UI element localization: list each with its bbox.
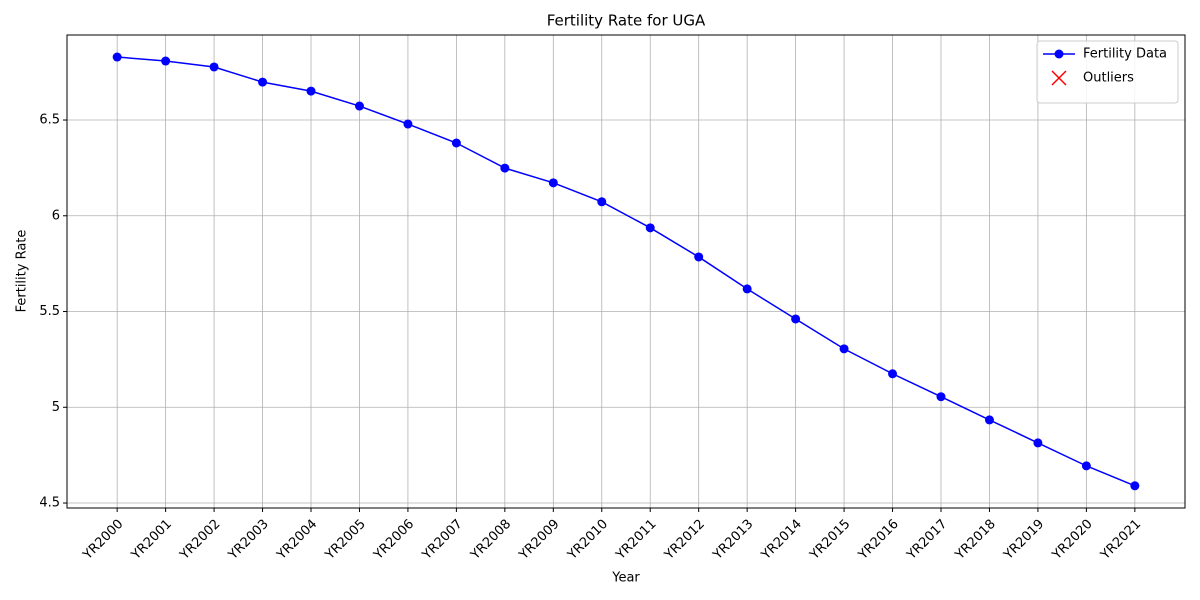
data-point — [888, 369, 898, 379]
chart-title: Fertility Rate for UGA — [547, 12, 706, 30]
x-tick-label: YR2001 — [128, 517, 175, 564]
x-tick-label: YR2011 — [613, 517, 660, 564]
y-tick-label: 6 — [52, 208, 60, 223]
legend-box — [1036, 40, 1179, 104]
x-tick-label: YR2021 — [1097, 517, 1144, 564]
legend-label: Outliers — [1083, 71, 1134, 86]
data-point — [548, 178, 558, 188]
data-point — [500, 163, 510, 173]
x-tick-label: YR2020 — [1049, 517, 1096, 564]
data-point — [112, 52, 122, 62]
data-point — [354, 101, 364, 111]
x-tick-label: YR2004 — [274, 517, 321, 564]
legend-label: Fertility Data — [1083, 47, 1167, 62]
data-point — [403, 119, 413, 129]
data-point — [306, 86, 316, 96]
legend-marker — [1051, 70, 1067, 86]
x-tick-label: YR2000 — [80, 517, 127, 564]
x-tick-label: YR2009 — [516, 517, 563, 564]
data-point — [258, 77, 268, 87]
x-tick-label: YR2016 — [855, 517, 902, 564]
y-tick-label: 6.5 — [39, 113, 60, 128]
x-tick-label: YR2007 — [419, 517, 466, 564]
x-tick-label: YR2008 — [467, 517, 514, 564]
data-point — [791, 314, 801, 324]
x-tick-label: YR2003 — [225, 517, 272, 564]
data-point — [936, 392, 946, 402]
data-point — [839, 344, 849, 354]
data-point — [597, 197, 607, 207]
x-tick-label: YR2002 — [177, 517, 224, 564]
data-point — [694, 252, 704, 262]
data-line — [117, 56, 1136, 487]
x-tick-label: YR2015 — [807, 517, 854, 564]
data-point — [645, 223, 655, 233]
data-point — [742, 284, 752, 294]
data-point — [1081, 461, 1091, 471]
data-point — [451, 138, 461, 148]
legend-marker — [1054, 49, 1064, 59]
y-tick-label: 5.5 — [39, 304, 60, 319]
legend: Fertility Data Outliers — [1036, 40, 1179, 104]
x-tick-label: YR2006 — [371, 517, 418, 564]
plot-frame — [66, 34, 1186, 509]
x-axis-label: Year — [611, 571, 640, 586]
x-tick-label: YR2013 — [710, 517, 757, 564]
y-axis-label: Fertility Rate — [15, 230, 30, 313]
x-tick-label: YR2010 — [564, 517, 611, 564]
x-tick-label: YR2018 — [952, 517, 999, 564]
y-tick-label: 4.5 — [39, 496, 60, 511]
x-tick-label: YR2005 — [322, 517, 369, 564]
data-point — [1033, 438, 1043, 448]
x-tick-label: YR2019 — [1001, 517, 1048, 564]
data-point — [1130, 481, 1140, 491]
data-point — [209, 62, 219, 72]
y-tick-label: 5 — [52, 400, 60, 415]
x-tick-label: YR2012 — [661, 517, 708, 564]
data-point — [161, 56, 171, 66]
x-tick-label: YR2017 — [904, 517, 951, 564]
x-tick-label: YR2014 — [758, 517, 805, 564]
data-point — [984, 415, 994, 425]
